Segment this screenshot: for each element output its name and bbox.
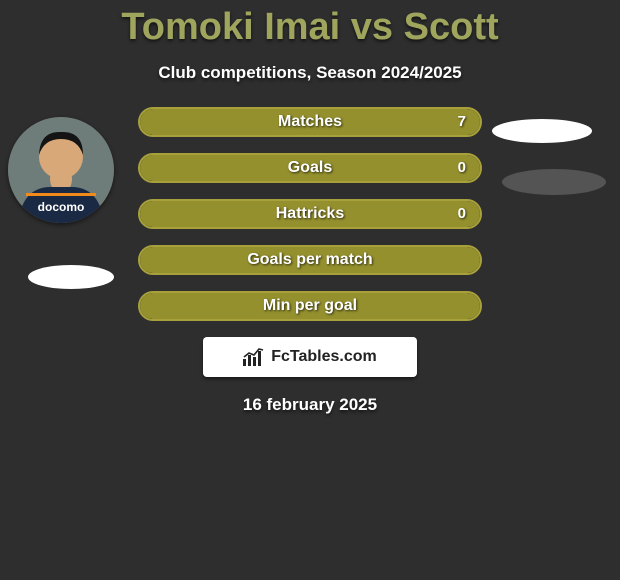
decor-ellipse-right-2 xyxy=(502,169,606,195)
stat-bar-label: Goals per match xyxy=(140,247,480,273)
page-title: Tomoki Imai vs Scott xyxy=(0,0,620,49)
stat-bar-label: Goals xyxy=(140,155,480,181)
player1-name: Tomoki Imai xyxy=(121,6,340,48)
stat-bar-3: Goals per match xyxy=(138,245,482,275)
stat-bar-value: 0 xyxy=(458,201,466,227)
content-area: docomo Matches7Goals0Hattricks0Goals per… xyxy=(0,107,620,415)
stat-bar-label: Hattricks xyxy=(140,201,480,227)
player2-name: Scott xyxy=(404,6,499,48)
stat-bar-0: Matches7 xyxy=(138,107,482,137)
stat-bar-label: Matches xyxy=(140,109,480,135)
footer-date: 16 february 2025 xyxy=(0,395,620,415)
decor-ellipse-left xyxy=(28,265,114,289)
stat-bar-label: Min per goal xyxy=(140,293,480,319)
stat-bars: Matches7Goals0Hattricks0Goals per matchM… xyxy=(138,107,482,321)
stat-bar-4: Min per goal xyxy=(138,291,482,321)
stat-bar-2: Hattricks0 xyxy=(138,199,482,229)
stat-bar-value: 7 xyxy=(458,109,466,135)
chart-icon xyxy=(243,348,265,366)
source-badge-text: FcTables.com xyxy=(271,348,377,366)
vs-text: vs xyxy=(351,6,393,48)
player-avatar-icon: docomo xyxy=(8,117,114,223)
source-badge: FcTables.com xyxy=(203,337,417,377)
stat-bar-1: Goals0 xyxy=(138,153,482,183)
player1-photo: docomo xyxy=(8,117,114,223)
subtitle: Club competitions, Season 2024/2025 xyxy=(0,63,620,83)
decor-ellipse-right-1 xyxy=(492,119,592,143)
stat-bar-value: 0 xyxy=(458,155,466,181)
svg-text:docomo: docomo xyxy=(38,200,85,214)
